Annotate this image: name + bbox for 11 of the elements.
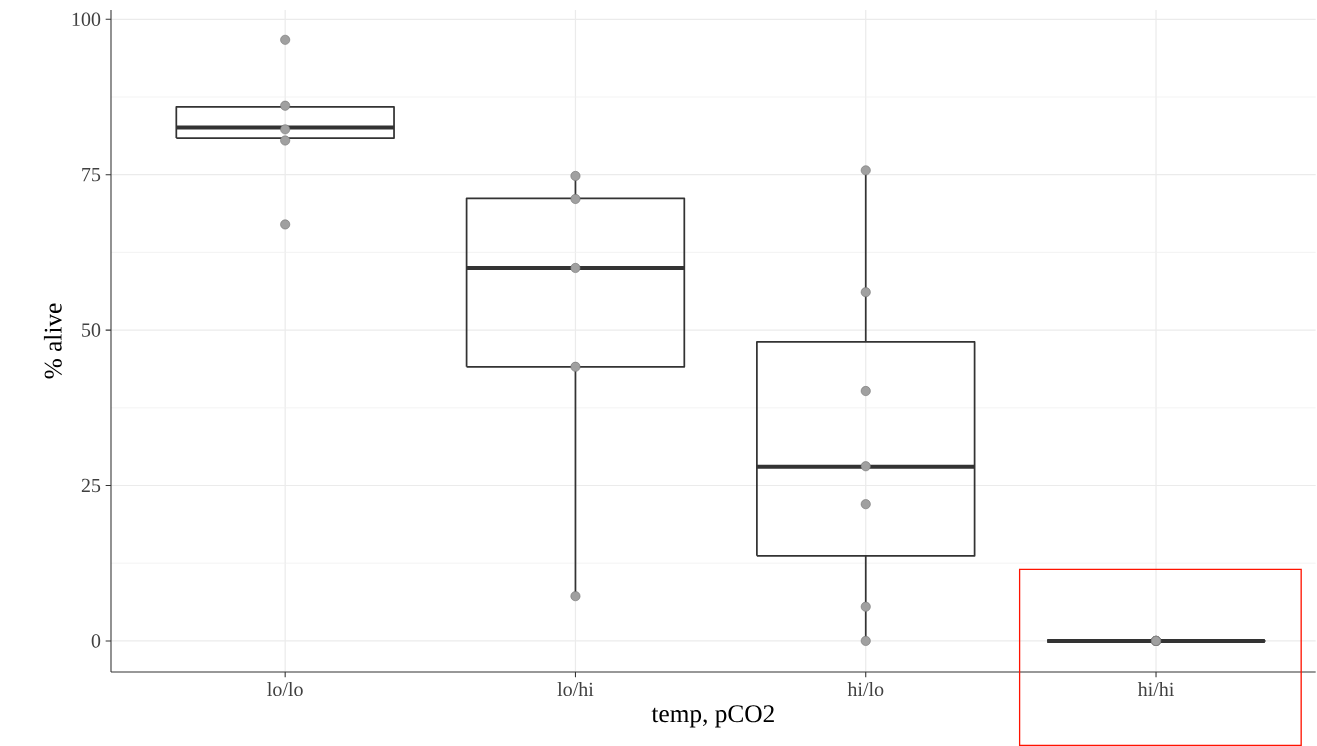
- y-tick-label: 50: [82, 323, 101, 337]
- y-axis-title: % alive: [43, 303, 62, 379]
- x-tick-label: hi/hi: [1137, 682, 1174, 697]
- y-tick-label: 25: [81, 478, 101, 493]
- x-tick-label: lo/hi: [557, 682, 594, 697]
- x-tick-label: lo/lo: [267, 682, 303, 697]
- y-tick-label: 100: [72, 12, 101, 27]
- x-axis-title: temp, pCO2: [651, 705, 774, 728]
- y-tick-label: 0: [91, 634, 101, 648]
- x-tick-label: hi/lo: [847, 682, 884, 697]
- y-tick-label: 75: [82, 168, 101, 182]
